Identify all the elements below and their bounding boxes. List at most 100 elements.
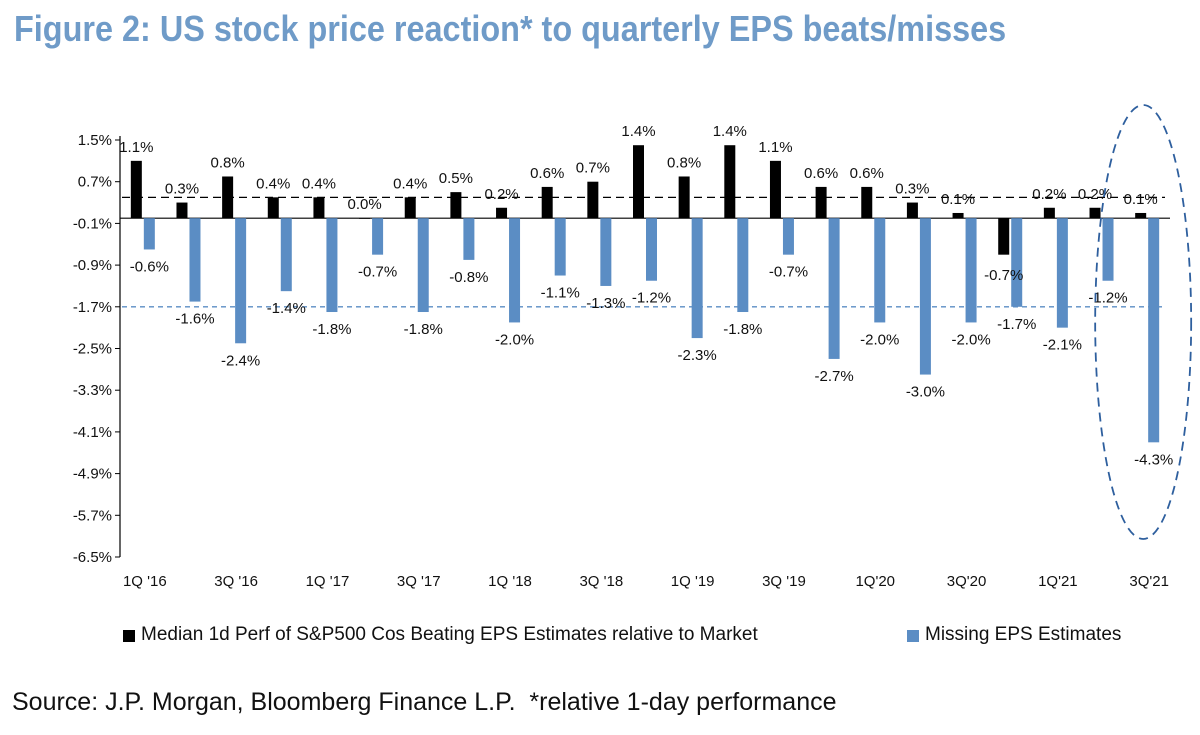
miss-data-label: -2.3% [678, 347, 717, 364]
x-tick-label: 1Q '19 [671, 573, 715, 590]
beat-bar [1043, 207, 1055, 219]
x-tick-label: 3Q'20 [947, 573, 987, 590]
beat-data-label: 0.7% [576, 160, 610, 177]
axes: 1.5% 0.7% -0.1% -0.9% -1.7% -2.5% -3.3% -4.1% -4… [73, 132, 1170, 590]
beat-data-label: 0.6% [850, 165, 884, 182]
beat-data-label: 0.8% [211, 154, 245, 171]
miss-data-label: -2.0% [951, 331, 990, 348]
miss-data-label: -1.4% [267, 300, 306, 317]
beat-data-label: 0.8% [667, 154, 701, 171]
beat-bar [678, 176, 690, 219]
x-tick-label: 1Q '18 [488, 573, 532, 590]
beat-data-label: 0.1% [1124, 191, 1158, 208]
beat-bar [769, 160, 781, 219]
beat-data-label: -0.7% [984, 267, 1023, 284]
beat-data-label: 0.2% [1078, 186, 1112, 203]
beat-data-label: 0.0% [347, 196, 381, 213]
beat-bar [724, 145, 736, 219]
x-tick-label: 3Q '16 [214, 573, 258, 590]
beat-bar [633, 145, 644, 219]
y-tick-label: -4.9% [73, 466, 112, 483]
miss-bar [417, 218, 429, 313]
miss-bar [1148, 218, 1160, 443]
miss-data-label: -1.8% [404, 321, 443, 338]
source-note: Source: J.P. Morgan, Bloomberg Finance L… [12, 688, 837, 716]
highlight-ellipse-shape [1094, 104, 1193, 540]
miss-data-label: -0.6% [130, 258, 169, 275]
miss-data-label: -2.0% [495, 331, 534, 348]
beat-data-label: 1.4% [621, 123, 655, 140]
beat-bar [952, 212, 964, 219]
beat-data-label: 0.4% [302, 175, 336, 192]
beat-bar [1135, 212, 1147, 219]
miss-bar [1056, 218, 1068, 328]
beat-data-label: 0.4% [256, 175, 290, 192]
miss-data-label: -1.6% [175, 311, 214, 328]
x-tick-label: 1Q'20 [855, 573, 895, 590]
beat-bar [906, 202, 918, 219]
miss-data-label: -0.8% [449, 269, 488, 286]
x-tick-label: 3Q '18 [579, 573, 623, 590]
legend-swatch-miss [907, 630, 919, 642]
x-tick-label: 1Q '16 [123, 573, 167, 590]
beat-bar [313, 197, 325, 219]
miss-bar [782, 218, 794, 255]
x-tick-label: 3Q '19 [762, 573, 806, 590]
beat-bar [130, 160, 142, 219]
miss-bar [646, 218, 657, 281]
miss-bar [280, 218, 292, 292]
beat-data-label: 0.3% [895, 181, 929, 198]
miss-data-label: -4.3% [1134, 451, 1173, 468]
miss-data-label: -1.8% [723, 321, 762, 338]
y-tick-label: -0.1% [73, 215, 112, 232]
miss-bar [189, 218, 201, 302]
beat-data-label: 0.6% [530, 165, 564, 182]
miss-bar [372, 218, 384, 255]
beat-bar [404, 197, 416, 219]
miss-data-label: -1.7% [997, 316, 1036, 333]
miss-bar [509, 218, 521, 323]
bars [130, 145, 1160, 443]
chart-title: Figure 2: US stock price reaction* to qu… [14, 8, 1007, 49]
y-tick-label: -6.5% [73, 549, 112, 566]
beat-bar [267, 197, 279, 219]
miss-data-label: -0.7% [358, 264, 397, 281]
beat-bar [815, 186, 827, 219]
y-tick-label: 0.7% [78, 174, 112, 191]
miss-data-label: -1.2% [632, 290, 671, 307]
beat-bar [176, 202, 188, 219]
miss-data-label: -2.0% [860, 331, 899, 348]
legend-label-beat: Median 1d Perf of S&P500 Cos Beating EPS… [141, 624, 758, 645]
beat-data-label: 1.1% [758, 139, 792, 156]
beat-bar [861, 186, 873, 219]
miss-bar [919, 218, 931, 375]
beat-bar [1089, 207, 1101, 219]
miss-bar [1011, 218, 1023, 307]
beat-bar [998, 218, 1010, 255]
miss-data-label: -3.0% [906, 384, 945, 401]
miss-bar [965, 218, 977, 323]
x-tick-label: 3Q'21 [1129, 573, 1169, 590]
beat-data-label: 0.3% [165, 181, 199, 198]
miss-bar [326, 218, 338, 313]
miss-data-label: -2.7% [815, 368, 854, 385]
miss-data-label: -1.1% [541, 285, 580, 302]
y-tick-label: -0.9% [73, 257, 112, 274]
miss-data-label: -0.7% [769, 264, 808, 281]
miss-data-label: -2.4% [221, 352, 260, 369]
miss-data-label: -1.8% [312, 321, 351, 338]
x-tick-label: 3Q '17 [397, 573, 441, 590]
beat-bar [496, 207, 508, 219]
beat-data-label: 1.4% [713, 123, 747, 140]
y-tick-label: -2.5% [73, 341, 112, 358]
miss-bar [828, 218, 840, 359]
y-tick-label: -5.7% [73, 507, 112, 524]
y-tick-label: -1.7% [73, 299, 112, 316]
beat-data-label: 0.5% [439, 170, 473, 187]
legend-label-miss: Missing EPS Estimates [925, 624, 1122, 645]
beat-bar [450, 192, 462, 219]
miss-bar [737, 218, 749, 313]
miss-data-label: -1.3% [586, 295, 625, 312]
beat-bar [222, 176, 234, 219]
